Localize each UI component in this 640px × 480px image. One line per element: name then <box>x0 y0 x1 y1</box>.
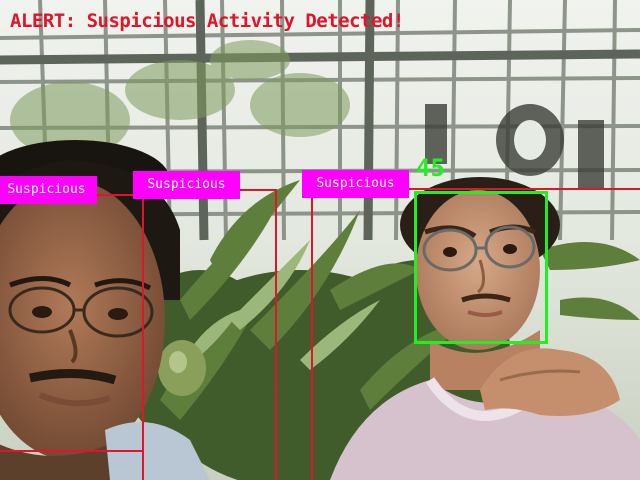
detection-label-2: Suspicious <box>133 171 240 199</box>
alert-message: ALERT: Suspicious Activity Detected! <box>10 10 404 32</box>
face-track-box <box>414 191 548 344</box>
detection-box-1 <box>0 194 144 452</box>
detection-label-3: Suspicious <box>302 170 409 198</box>
detection-box-3 <box>311 188 640 480</box>
detection-box-2 <box>142 189 277 480</box>
face-track-id: 45 <box>416 154 445 182</box>
detection-label-1: Suspicious <box>0 176 97 204</box>
